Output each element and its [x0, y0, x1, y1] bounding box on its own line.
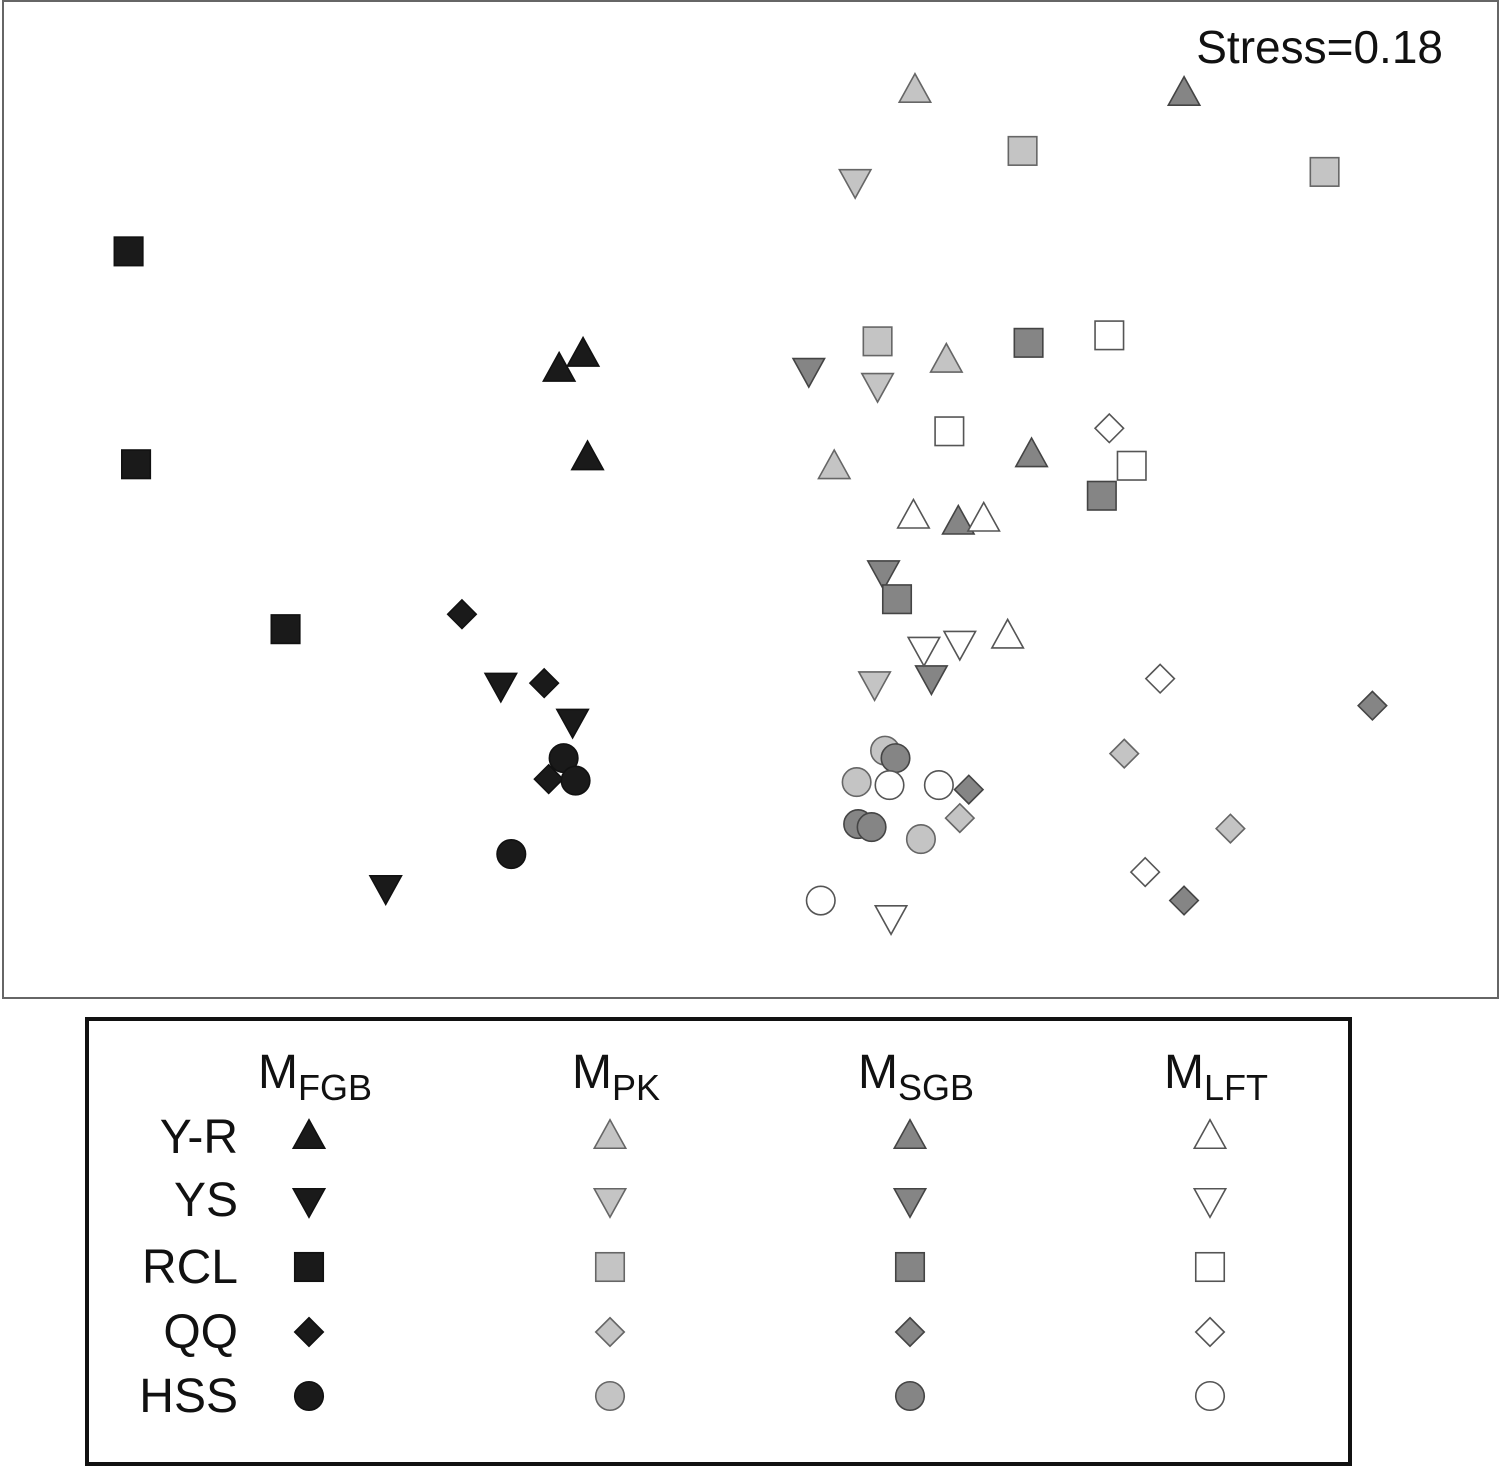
point-pk-qq-24: [1108, 738, 1140, 770]
point-lft-hss-57: [874, 770, 905, 801]
point-lft-yr-47: [990, 617, 1025, 649]
point-lft-qq-56: [1129, 856, 1161, 888]
point-fgb-yr-3: [565, 335, 601, 367]
legend: MFGB MPK MSGB MLFT Y-R YS RCL QQ HSS: [139, 1046, 1268, 1423]
legend-row-label-qq: QQ: [163, 1306, 238, 1359]
point-pk-ys-18: [838, 168, 873, 200]
point-sgb-rcl-37: [1086, 480, 1117, 511]
point-pk-qq-26: [944, 802, 976, 834]
point-fgb-rcl-1: [121, 449, 152, 480]
point-sgb-qq-40: [953, 774, 985, 805]
point-pk-rcl-23: [862, 326, 893, 357]
point-sgb-hss-42: [880, 743, 911, 774]
point-sgb-yr-31: [1014, 436, 1049, 468]
point-pk-qq-25: [1215, 813, 1246, 844]
legend-marker-fgb-ys: [291, 1187, 327, 1219]
point-sgb-rcl-38: [881, 584, 913, 615]
point-fgb-qq-6: [446, 598, 478, 630]
point-fgb-ys-11: [368, 875, 403, 906]
legend-marker-fgb-hss: [293, 1380, 325, 1412]
point-pk-hss-28: [841, 767, 872, 798]
point-pk-hss-29: [905, 824, 936, 855]
point-lft-qq-55: [1144, 663, 1176, 695]
point-sgb-rcl-36: [1013, 327, 1044, 358]
legend-box: [85, 1017, 1352, 1466]
point-fgb-yr-5: [570, 439, 605, 471]
point-fgb-rcl-2: [270, 614, 301, 645]
legend-header-fgb: MFGB: [258, 1046, 372, 1108]
legend-marker-pk-ys: [592, 1187, 628, 1219]
scatter-points: [113, 72, 1388, 936]
stress-label: Stress=0.18: [1196, 21, 1443, 73]
point-lft-qq-54: [1093, 412, 1125, 444]
point-lft-ys-49: [942, 630, 977, 662]
point-pk-ys-20: [857, 671, 892, 703]
point-lft-hss-59: [805, 885, 836, 916]
point-sgb-yr-30: [1166, 75, 1202, 107]
plot-area-frame: [2, 0, 1499, 999]
legend-header-sgb: MSGB: [858, 1046, 974, 1108]
point-fgb-ys-10: [555, 708, 590, 740]
point-lft-ys-50: [873, 904, 909, 936]
point-fgb-yr-4: [542, 350, 577, 382]
point-lft-yr-45: [896, 497, 931, 529]
legend-header-pk: MPK: [572, 1046, 660, 1108]
point-pk-rcl-21: [1007, 135, 1038, 166]
point-fgb-hss-14: [496, 839, 527, 870]
legend-marker-sgb-hss: [894, 1380, 926, 1412]
point-fgb-hss-13: [560, 765, 591, 796]
point-sgb-ys-34: [866, 560, 901, 592]
point-pk-rcl-22: [1309, 156, 1340, 187]
legend-marker-lft-ys: [1192, 1187, 1228, 1219]
legend-marker-sgb-qq: [894, 1316, 926, 1348]
legend-marker-pk-yr: [592, 1118, 628, 1150]
point-fgb-rcl-0: [113, 236, 144, 267]
point-lft-yr-46: [966, 500, 1001, 532]
legend-marker-fgb-qq: [293, 1316, 325, 1348]
point-sgb-qq-41: [1168, 885, 1200, 916]
legend-marker-lft-yr: [1192, 1118, 1228, 1150]
legend-marker-lft-rcl: [1194, 1251, 1226, 1283]
point-lft-ys-48: [906, 636, 942, 668]
legend-marker-sgb-ys: [892, 1187, 928, 1219]
legend-row-label-hss: HSS: [139, 1370, 238, 1423]
point-pk-yr-17: [817, 448, 852, 480]
legend-marker-pk-qq: [594, 1316, 626, 1348]
legend-header-lft: MLFT: [1164, 1046, 1268, 1108]
point-lft-rcl-53: [1116, 450, 1147, 481]
point-fgb-qq-8: [533, 763, 565, 795]
point-pk-yr-16: [929, 341, 964, 373]
point-sgb-ys-33: [791, 357, 826, 389]
legend-row-label-ys: YS: [174, 1174, 238, 1227]
legend-marker-fgb-rcl: [293, 1251, 325, 1283]
legend-marker-lft-hss: [1194, 1380, 1226, 1412]
legend-marker-pk-hss: [594, 1380, 626, 1412]
point-pk-ys-19: [860, 372, 895, 404]
legend-marker-pk-rcl: [594, 1251, 626, 1283]
point-fgb-ys-9: [483, 672, 518, 704]
point-sgb-yr-32: [941, 503, 976, 535]
point-lft-rcl-52: [934, 416, 965, 447]
legend-marker-sgb-rcl: [894, 1251, 926, 1283]
legend-row-label-rcl: RCL: [142, 1241, 238, 1294]
point-sgb-ys-35: [914, 665, 949, 697]
legend-row-label-yr: Y-R: [160, 1111, 238, 1164]
point-sgb-hss-44: [856, 812, 887, 843]
legend-marker-sgb-yr: [892, 1118, 928, 1150]
point-pk-yr-15: [897, 72, 933, 104]
point-sgb-qq-39: [1357, 690, 1388, 722]
point-lft-hss-58: [923, 770, 954, 801]
legend-marker-fgb-yr: [291, 1118, 327, 1150]
legend-marker-lft-qq: [1194, 1316, 1226, 1348]
point-lft-rcl-51: [1094, 320, 1125, 351]
point-fgb-qq-7: [528, 667, 560, 699]
